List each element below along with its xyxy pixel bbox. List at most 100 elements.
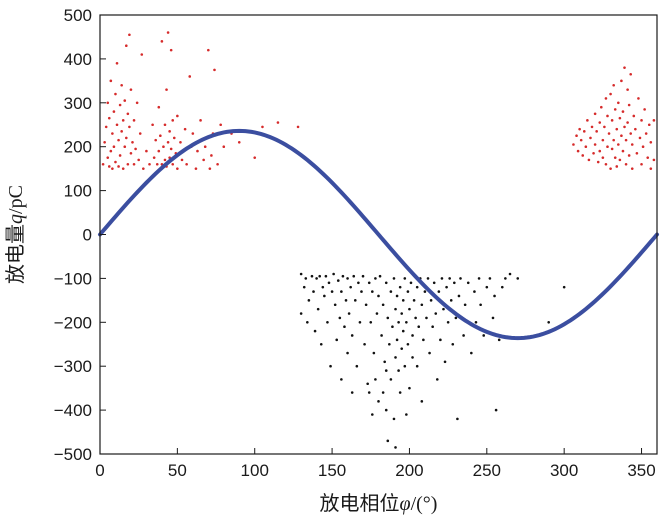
red-point-40 bbox=[137, 158, 140, 162]
red-point-165 bbox=[643, 108, 646, 111]
positive-discharge-points bbox=[101, 31, 656, 170]
red-point-58 bbox=[165, 88, 168, 91]
y-tick-label-1: 400 bbox=[64, 50, 92, 69]
black-point-134 bbox=[491, 316, 495, 320]
black-point-142 bbox=[547, 321, 550, 324]
red-point-147 bbox=[624, 162, 628, 166]
red-point-31 bbox=[128, 125, 131, 129]
red-point-24 bbox=[121, 167, 125, 170]
red-point-97 bbox=[276, 121, 280, 124]
red-point-0 bbox=[101, 162, 105, 166]
red-point-135 bbox=[615, 127, 619, 131]
red-point-27 bbox=[125, 136, 128, 140]
black-point-130 bbox=[479, 303, 482, 307]
red-point-128 bbox=[609, 92, 612, 96]
black-point-117 bbox=[451, 342, 455, 346]
black-point-109 bbox=[439, 338, 442, 342]
red-point-156 bbox=[630, 143, 634, 146]
red-point-133 bbox=[613, 156, 617, 159]
red-point-90 bbox=[219, 123, 222, 127]
red-point-56 bbox=[163, 123, 167, 127]
x-tick-label-0: 0 bbox=[95, 461, 104, 480]
red-point-122 bbox=[604, 97, 608, 100]
red-point-8 bbox=[109, 79, 113, 83]
red-point-142 bbox=[620, 134, 623, 138]
red-point-43 bbox=[142, 167, 145, 170]
red-point-121 bbox=[603, 125, 606, 129]
red-point-144 bbox=[621, 110, 625, 113]
black-point-111 bbox=[442, 307, 445, 311]
red-point-103 bbox=[579, 138, 583, 142]
red-point-76 bbox=[188, 75, 192, 78]
black-point-82 bbox=[405, 413, 408, 416]
red-point-19 bbox=[118, 103, 122, 107]
black-point-31 bbox=[346, 351, 349, 355]
black-point-124 bbox=[463, 303, 467, 307]
black-point-30 bbox=[346, 277, 349, 280]
red-point-11 bbox=[112, 110, 116, 113]
red-point-81 bbox=[199, 119, 202, 122]
black-point-1 bbox=[299, 312, 303, 315]
red-point-30 bbox=[126, 162, 130, 166]
red-point-51 bbox=[157, 149, 161, 153]
red-point-152 bbox=[627, 103, 631, 107]
red-point-41 bbox=[138, 132, 142, 135]
red-point-171 bbox=[652, 119, 656, 122]
red-point-158 bbox=[634, 127, 637, 131]
black-point-132 bbox=[485, 285, 489, 289]
red-point-166 bbox=[644, 132, 648, 135]
red-point-161 bbox=[638, 136, 642, 140]
red-point-125 bbox=[606, 114, 609, 118]
black-point-55 bbox=[380, 334, 383, 337]
black-point-135 bbox=[493, 294, 496, 298]
red-point-140 bbox=[618, 158, 622, 162]
y-tick-label-0: 500 bbox=[64, 6, 92, 25]
red-point-130 bbox=[610, 119, 614, 122]
black-point-91 bbox=[414, 316, 417, 320]
black-point-88 bbox=[411, 334, 414, 337]
red-point-12 bbox=[112, 145, 116, 148]
x-tick-label-6: 300 bbox=[550, 461, 578, 480]
black-point-100 bbox=[425, 316, 428, 320]
black-point-108 bbox=[437, 290, 441, 293]
black-point-25 bbox=[340, 290, 343, 293]
red-point-102 bbox=[578, 127, 581, 131]
black-point-79 bbox=[403, 364, 407, 368]
black-point-8 bbox=[313, 329, 317, 333]
black-point-49 bbox=[372, 351, 376, 355]
black-point-7 bbox=[312, 290, 315, 293]
red-point-151 bbox=[627, 154, 631, 157]
red-point-116 bbox=[598, 121, 602, 124]
black-point-112 bbox=[443, 360, 447, 364]
y-axis-title-symbol: q bbox=[5, 214, 27, 224]
black-point-41 bbox=[360, 290, 363, 293]
red-point-159 bbox=[635, 151, 639, 155]
red-point-108 bbox=[587, 158, 591, 162]
black-point-147 bbox=[381, 391, 385, 394]
red-point-78 bbox=[191, 132, 195, 135]
black-point-70 bbox=[395, 294, 399, 298]
black-point-77 bbox=[401, 329, 405, 333]
red-point-18 bbox=[117, 165, 120, 168]
black-point-45 bbox=[366, 382, 369, 386]
red-point-52 bbox=[159, 134, 162, 138]
red-point-21 bbox=[120, 83, 123, 87]
red-point-146 bbox=[623, 66, 626, 69]
black-point-20 bbox=[332, 272, 335, 276]
black-point-34 bbox=[350, 334, 354, 337]
black-point-99 bbox=[423, 290, 427, 293]
red-point-72 bbox=[179, 141, 182, 144]
red-point-115 bbox=[596, 160, 600, 164]
black-point-103 bbox=[429, 299, 433, 302]
red-point-124 bbox=[606, 145, 609, 148]
black-point-96 bbox=[420, 303, 424, 307]
y-axis-title: 放电量q/pC bbox=[4, 185, 27, 284]
red-point-34 bbox=[129, 88, 133, 91]
black-point-131 bbox=[482, 334, 486, 337]
black-point-149 bbox=[371, 413, 374, 416]
black-point-120 bbox=[456, 417, 459, 421]
red-point-29 bbox=[126, 112, 130, 116]
black-point-36 bbox=[352, 274, 356, 278]
red-point-91 bbox=[222, 145, 226, 148]
red-point-66 bbox=[171, 119, 175, 122]
